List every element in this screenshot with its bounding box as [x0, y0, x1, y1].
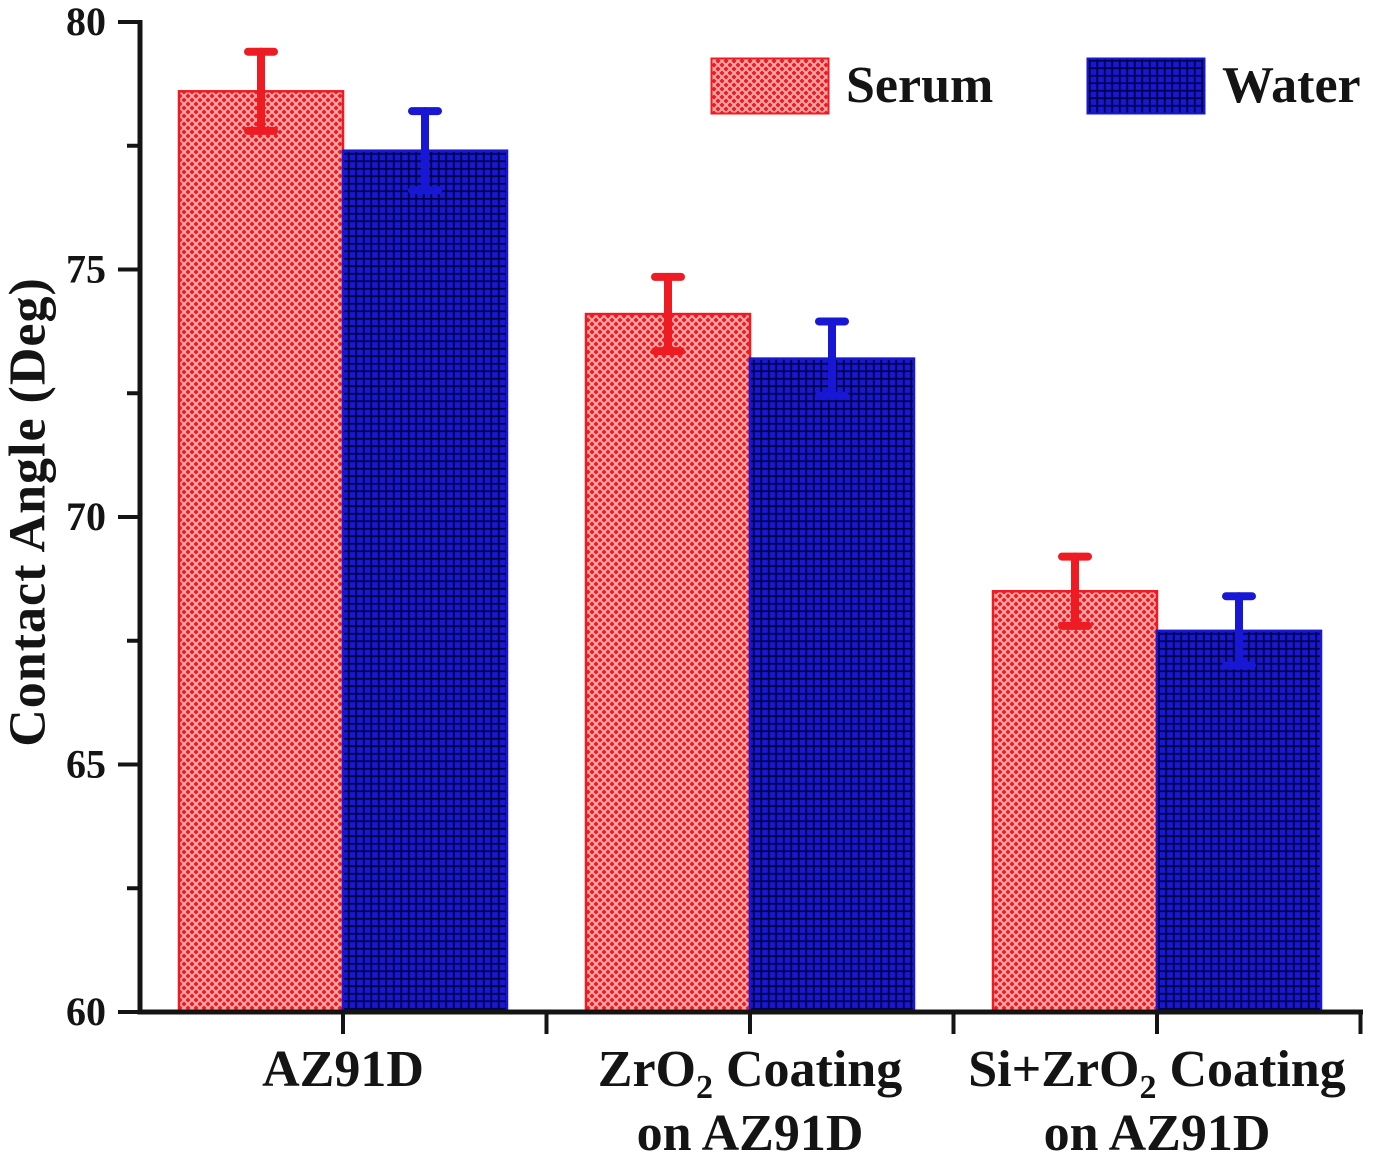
error-bar-serum-0	[244, 47, 278, 135]
y-tick-label-70: 70	[66, 494, 106, 539]
ticks-group	[118, 20, 1363, 1034]
bar-water-2	[1155, 629, 1323, 1014]
error-bar-water-0	[408, 107, 442, 195]
y-tick-label-80: 80	[66, 0, 106, 44]
y-tick-label-75: 75	[66, 247, 106, 292]
x-category-label-1-line-1: on AZ91D	[637, 1105, 864, 1154]
x-category-label-2-line-1: on AZ91D	[1044, 1105, 1271, 1154]
x-category-label-1-line-0: ZrO2 Coating	[598, 1041, 902, 1106]
y-tick-label-60: 60	[66, 989, 106, 1034]
legend-item-water: Water	[1086, 56, 1361, 116]
error-bar-water-1	[815, 317, 849, 400]
error-bar-serum-1	[651, 272, 685, 356]
bar-water-1	[748, 357, 916, 1014]
bars-group	[177, 90, 1323, 1014]
y-axis-title: Contact Angle (Deg)	[0, 277, 57, 747]
bar-serum-2	[991, 590, 1159, 1014]
legend-item-serum: Serum	[710, 56, 993, 116]
error-bar-water-2	[1222, 592, 1256, 670]
legend-swatch-water-icon	[1086, 57, 1206, 115]
x-category-label-2-line-0: Si+ZrO2 Coating	[968, 1041, 1345, 1106]
y-tick-label-65: 65	[66, 742, 106, 787]
legend-label-water: Water	[1222, 57, 1361, 114]
legend-label-serum: Serum	[846, 57, 994, 114]
legend-swatch-serum-icon	[710, 57, 830, 115]
bar-serum-0	[177, 90, 345, 1014]
error-bar-serum-2	[1058, 552, 1092, 630]
bar-serum-1	[584, 312, 752, 1014]
error-bars-group	[244, 47, 1256, 670]
y-tick-labels: 60 65 70 75 80	[66, 0, 106, 1034]
bar-water-0	[341, 149, 509, 1014]
x-category-label-0-line-0: AZ91D	[262, 1041, 424, 1098]
